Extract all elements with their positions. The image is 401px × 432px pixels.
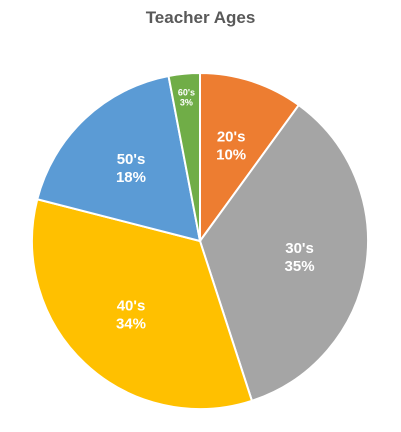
- pie-labels: 20's 10% 30's 35% 40's 34% 50's 18% 60's 3%: [116, 87, 315, 332]
- slice-value-label: 35%: [285, 258, 315, 275]
- slice-label-40s: 40's 34%: [116, 298, 146, 333]
- pie-slice-20s: [199, 71, 301, 245]
- slice-value-label: 3%: [180, 97, 193, 107]
- slice-value-label: 10%: [216, 146, 246, 163]
- slice-category-label: 40's: [117, 298, 146, 315]
- pie-slices: [31, 71, 369, 410]
- chart-title: Teacher Ages: [145, 8, 256, 27]
- slice-category-label: 50's: [117, 151, 146, 168]
- slice-label-50s: 50's 18%: [116, 151, 146, 186]
- pie-slice-60s: [167, 71, 201, 242]
- slice-category-label: 20's: [217, 128, 246, 145]
- slice-category-label: 60's: [178, 87, 195, 97]
- slice-value-label: 34%: [116, 316, 146, 333]
- pie-slice-40s: [31, 198, 254, 410]
- pie-slice-50s: [36, 74, 202, 243]
- slice-label-30s: 30's 35%: [285, 240, 315, 275]
- pie-slice-30s: [198, 103, 369, 403]
- slice-label-60s: 60's 3%: [178, 87, 195, 107]
- slice-category-label: 30's: [285, 240, 314, 257]
- slice-label-20s: 20's 10%: [216, 128, 246, 163]
- slice-value-label: 18%: [116, 169, 146, 186]
